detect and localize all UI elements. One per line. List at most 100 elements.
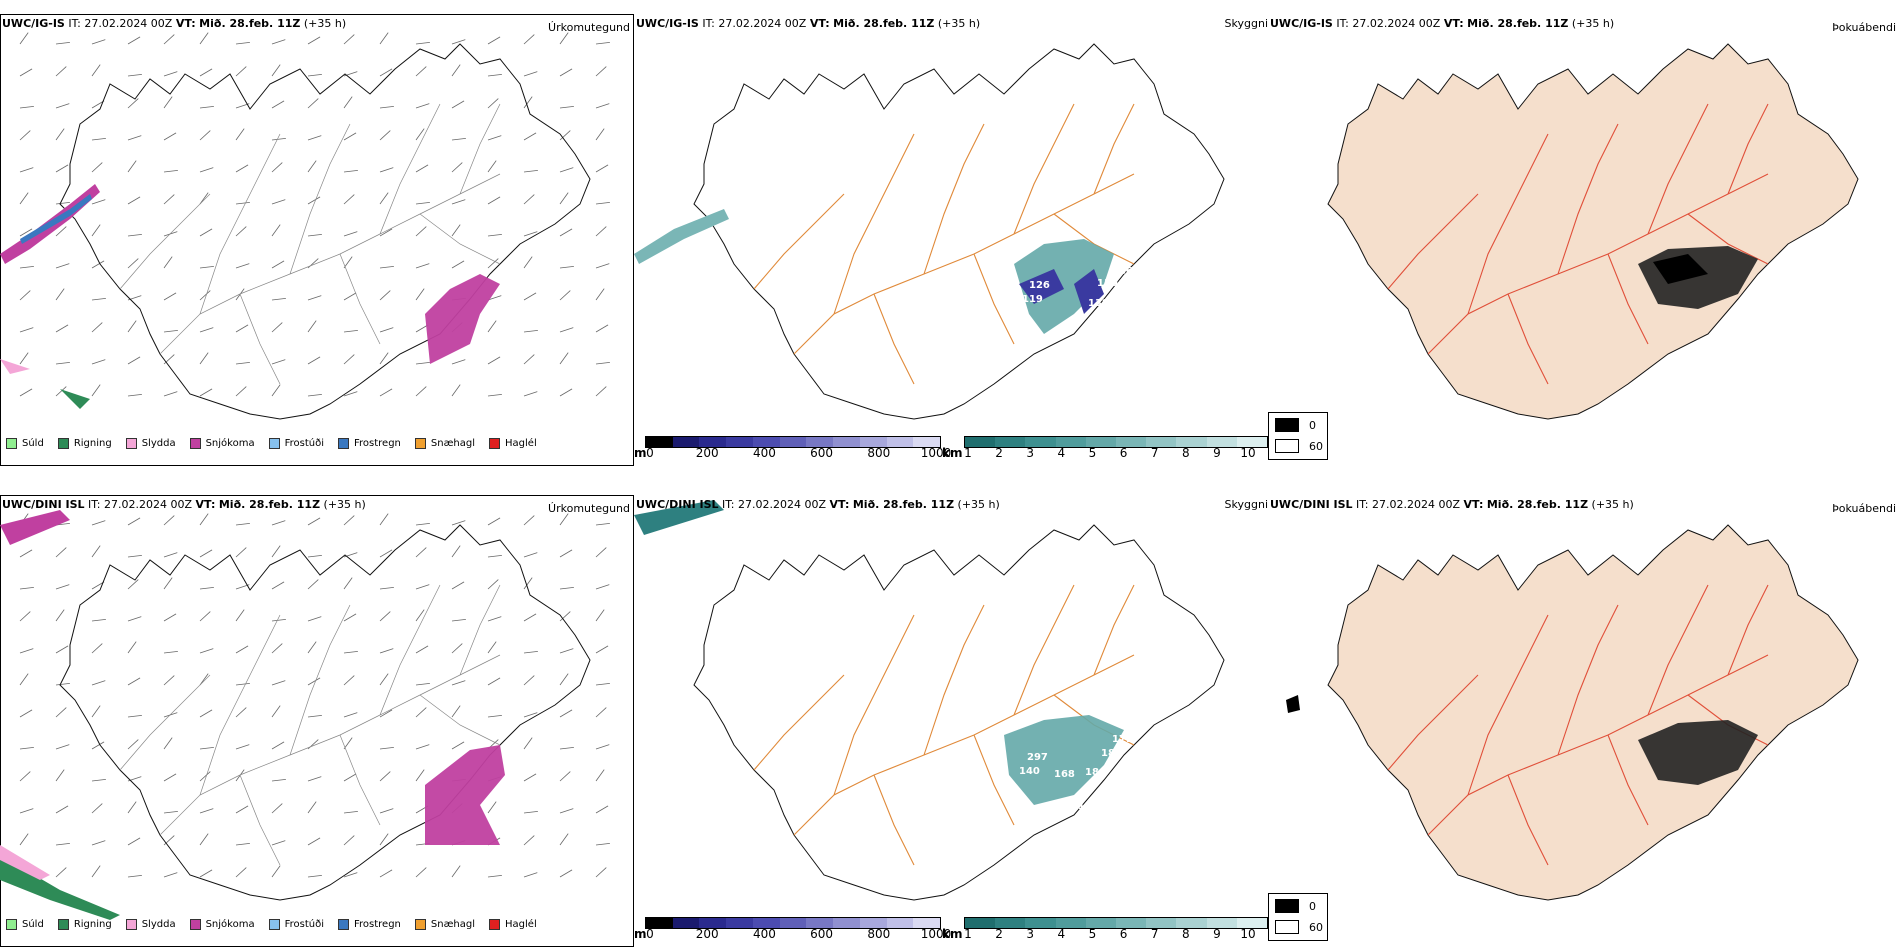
panel-title: Úrkomutegund	[548, 502, 630, 515]
colorbar-segment	[995, 437, 1026, 447]
ceiling-unit: m	[634, 927, 647, 941]
fog-legend-item: 60	[1275, 439, 1323, 453]
colorbar-segment	[1085, 918, 1117, 928]
ceiling-label: 168	[1054, 769, 1075, 780]
vis-ticks: 1 2 3 4 5 6 7 8 9 10	[964, 927, 1255, 941]
colorbar-segment	[672, 437, 700, 447]
legend-item: Slydda	[125, 438, 176, 449]
fog-legend-item: 0	[1275, 899, 1316, 913]
panel-title: Úrkomutegund	[548, 21, 630, 34]
ceiling-label: 119	[1022, 294, 1043, 305]
panel-title: Þokuábendi	[1832, 21, 1896, 34]
colorbar-segment	[806, 918, 834, 928]
colorbar-segment	[1206, 437, 1237, 447]
colorbar-tick: 800	[867, 446, 891, 460]
panel-header: UWC/DINI ISL IT: 27.02.2024 00Z VT: Mið.…	[1270, 498, 1634, 511]
colorbar-tick: 400	[752, 927, 776, 941]
colorbar-tick: 8	[1181, 927, 1190, 941]
legend-swatch	[189, 438, 201, 449]
legend-item: Snjókoma	[189, 919, 255, 930]
vis-unit: km	[942, 927, 963, 941]
colorbar-tick: 5	[1088, 927, 1097, 941]
legend-label: Snjókoma	[205, 438, 255, 449]
fog-swatch	[1275, 418, 1299, 432]
ceiling-label: 130	[1097, 278, 1118, 289]
colorbar-tick: 9	[1213, 927, 1221, 941]
panel-title: Skyggni	[1224, 17, 1268, 30]
colorbar-tick: 800	[867, 927, 891, 941]
ceiling-label: 186	[1085, 767, 1106, 778]
ceiling-colorbar	[645, 436, 941, 448]
frz-rain-area	[20, 194, 92, 244]
colorbar-tick: 6	[1119, 927, 1128, 941]
colorbar-tick: 2	[995, 927, 1003, 941]
colorbar-segment	[1236, 918, 1268, 928]
legend-label: Snjókoma	[205, 919, 255, 930]
fog-swatch	[1275, 899, 1299, 913]
colorbar-tick: 200	[695, 446, 719, 460]
panel-header: UWC/IG-IS IT: 27.02.2024 00Z VT: Mið. 28…	[2, 17, 347, 30]
legend-swatch	[6, 919, 17, 930]
legend-label: Slydda	[141, 438, 176, 449]
legend-label: Haglél	[505, 438, 537, 449]
legend-item: Súld	[6, 438, 44, 449]
snow-area	[425, 274, 500, 364]
legend-label: Haglél	[505, 919, 537, 930]
colorbar-segment	[965, 437, 996, 447]
legend-swatch	[125, 919, 137, 930]
ceiling-label: 244	[1066, 338, 1087, 349]
panel-header: UWC/IG-IS IT: 27.02.2024 00Z VT: Mið. 28…	[1270, 17, 1615, 30]
legend-swatch	[57, 919, 69, 930]
panel-header: UWC/IG-IS IT: 27.02.2024 00Z VT: Mið. 28…	[636, 17, 981, 30]
colorbar-segment	[1116, 437, 1147, 447]
panel-header: UWC/DINI ISL IT: 27.02.2024 00Z VT: Mið.…	[636, 498, 1000, 511]
colorbar-tick: 9	[1213, 446, 1221, 460]
legend-item: Súld	[6, 919, 44, 930]
colorbar-segment	[859, 918, 887, 928]
legend-item: Rigning	[57, 438, 112, 449]
legend-item: Snjókoma	[189, 438, 255, 449]
precip-frame	[0, 14, 634, 466]
colorbar-segment	[752, 437, 780, 447]
legend-swatch	[489, 919, 501, 930]
legend-label: Súld	[22, 438, 44, 449]
ceiling-ticks: 0 200 400 600 800 1000	[646, 927, 951, 941]
panel-header: UWC/DINI ISL IT: 27.02.2024 00Z VT: Mið.…	[2, 498, 366, 511]
legend-swatch	[268, 438, 280, 449]
colorbar-tick: 600	[810, 927, 834, 941]
road-network	[119, 103, 501, 385]
iceland-outline	[59, 43, 591, 420]
panel-title: Skyggni	[1224, 498, 1268, 511]
legend-swatch	[414, 919, 426, 930]
colorbar-segment	[1055, 437, 1086, 447]
colorbar-tick: 10	[1240, 927, 1256, 941]
wind-barbs	[19, 32, 610, 397]
colorbar-segment	[833, 437, 860, 447]
fog-legend-label: 60	[1309, 920, 1323, 934]
visibility-panel-bottom: 297 140 171 183 168 186 251 UWC/DINI ISL IT: 2…	[634, 495, 1268, 947]
vis-ticks: 1 2 3 4 5 6 7 8 9 10	[964, 446, 1255, 460]
colorbar-segment	[699, 437, 727, 447]
colorbar-tick: 3	[1026, 446, 1035, 460]
precip-map-top	[0, 32, 610, 420]
colorbar-tick: 200	[695, 927, 719, 941]
ceiling-label: 186	[1112, 266, 1133, 277]
legend-item: Rigning	[57, 919, 112, 930]
colorbar-tick: 1000	[920, 446, 952, 460]
ceiling-label: 171	[1112, 734, 1133, 745]
colorbar-segment	[1236, 437, 1268, 447]
colorbar-tick: 2	[995, 446, 1003, 460]
colorbar-tick: 4	[1057, 446, 1066, 460]
visibility-map-bottom: 297 140 171 183 168 186 251	[634, 500, 1225, 901]
colorbar-tick: 7	[1150, 927, 1159, 941]
legend-label: Frostúði	[284, 438, 324, 449]
colorbar-tick: 0	[646, 446, 654, 460]
visibility-panel-top: 126 119 130 186 138 244 UWC/IG-IS IT: 27.02.2…	[634, 14, 1268, 466]
legend-item: Snæhagl	[414, 438, 475, 449]
legend-swatch	[338, 919, 349, 930]
precip-map-bottom	[0, 510, 610, 920]
panel-title: Þokuábendi	[1832, 502, 1896, 515]
legend-item: Snæhagl	[414, 919, 475, 930]
fog-swatch	[1275, 920, 1299, 934]
colorbar-segment	[859, 437, 887, 447]
